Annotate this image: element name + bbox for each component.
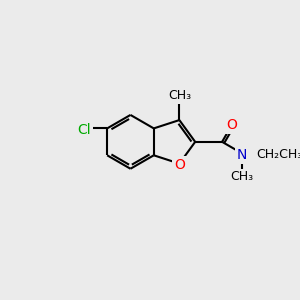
Text: CH₂CH₃: CH₂CH₃	[256, 148, 300, 161]
Text: O: O	[226, 118, 237, 132]
Text: O: O	[174, 158, 185, 172]
Text: CH₃: CH₃	[168, 89, 191, 102]
Text: N: N	[237, 148, 247, 162]
Text: Cl: Cl	[77, 123, 91, 137]
Text: CH₃: CH₃	[230, 170, 254, 183]
